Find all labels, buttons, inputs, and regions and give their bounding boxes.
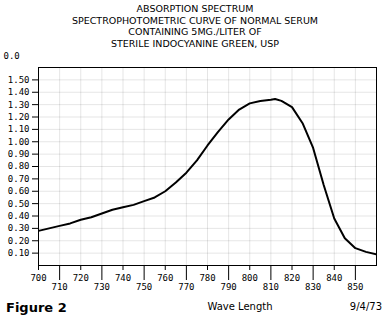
html-text:9/4/73: 9/4/73	[349, 301, 382, 312]
svg-text:800: 800	[242, 273, 258, 283]
svg-text:0.70: 0.70	[8, 174, 30, 184]
svg-text:850: 850	[347, 282, 363, 292]
svg-text:0.40: 0.40	[8, 211, 30, 221]
svg-text:760: 760	[157, 273, 173, 283]
svg-text:1.30: 1.30	[8, 100, 30, 110]
svg-text:0.30: 0.30	[8, 223, 30, 233]
html-text:ABSORPTION SPECTRUM SPECTROPHO: ABSORPTION SPECTRUM SPECTROPHOTOMETRIC C…	[72, 3, 318, 49]
svg-text:730: 730	[94, 282, 110, 292]
svg-text:720: 720	[73, 273, 89, 283]
svg-text:1.50: 1.50	[8, 75, 30, 85]
svg-text:770: 770	[178, 282, 194, 292]
svg-text:0.90: 0.90	[8, 149, 30, 159]
svg-text:780: 780	[199, 273, 215, 283]
svg-text:810: 810	[263, 282, 279, 292]
svg-text:820: 820	[284, 273, 300, 283]
html-text:Figure 2: Figure 2	[6, 300, 67, 315]
svg-text:0.60: 0.60	[8, 186, 30, 196]
svg-text:710: 710	[51, 282, 67, 292]
svg-text:0.80: 0.80	[8, 161, 30, 171]
svg-text:1.10: 1.10	[8, 124, 30, 134]
svg-text:0.20: 0.20	[8, 236, 30, 246]
svg-text:750: 750	[136, 282, 152, 292]
svg-text:740: 740	[115, 273, 131, 283]
svg-text:1.20: 1.20	[8, 112, 30, 122]
html-text:Wave Length: Wave Length	[207, 301, 273, 312]
svg-text:700: 700	[30, 273, 46, 283]
svg-text:840: 840	[326, 273, 342, 283]
svg-text:830: 830	[305, 282, 321, 292]
svg-text:1.40: 1.40	[8, 87, 30, 97]
svg-text:0.0: 0.0	[4, 51, 20, 61]
svg-text:0.50: 0.50	[8, 199, 30, 209]
svg-text:0.10: 0.10	[8, 248, 30, 258]
svg-text:790: 790	[220, 282, 236, 292]
svg-text:1.00: 1.00	[8, 137, 30, 147]
